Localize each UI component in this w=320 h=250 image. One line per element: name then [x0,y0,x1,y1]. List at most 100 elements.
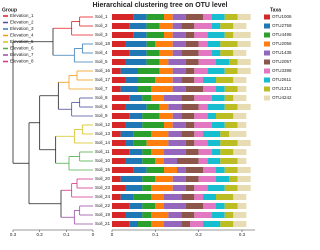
bar-segment [164,167,177,173]
bar-segment [159,68,173,74]
bar-segment [185,149,199,155]
bar-segment [181,131,195,137]
bar-segment [181,221,190,227]
bar-segment [198,149,212,155]
bar-segment [194,23,212,29]
bar-segment [138,77,156,83]
bar-segment [220,158,238,164]
bar-segment [112,23,130,29]
bar-segment [181,104,199,110]
taxa-legend-title: Taxa [270,7,281,13]
bar-segment [112,14,134,20]
bar-segment [216,113,234,119]
bar-segment [181,23,195,29]
bar-segment [112,77,125,83]
bar-segment [185,140,195,146]
bar-segment [146,50,160,56]
bar-segment [229,176,238,182]
bar-segment [211,212,225,218]
taxa-legend-swatch [264,32,270,38]
x-tick-label: 0.2 [196,232,203,237]
bar-segment [172,122,186,128]
bar-segment [194,122,212,128]
bar-segment [112,167,134,173]
sample-label: Soil_12 [95,122,111,127]
bar-segment [159,59,169,65]
bar-segment [220,149,234,155]
bar-segment [159,23,173,29]
sample-label: Soil_23 [95,185,111,190]
bar-segment [112,32,134,38]
sample-label: Soil_5 [95,59,108,64]
bar-segment [211,95,225,101]
bar-segment [142,95,151,101]
bar-segment [172,32,186,38]
chart: Hierarchical clustering tree on OTU leve… [2,2,292,237]
bar-segment [164,32,173,38]
taxa-legend-label: OTU2057 [272,59,292,64]
bar-segment [203,194,216,200]
bar-segment [207,32,225,38]
bar-segment [207,140,221,146]
bar-segment [112,131,121,137]
bar-segment [168,140,186,146]
bar-segment [112,59,125,65]
sample-label: Soil_17 [95,77,111,82]
bar-segment [164,203,186,209]
bar-segment [112,122,125,128]
bar-segment [125,41,147,47]
group-legend-label: Elevation_3 [10,26,34,31]
bar-segment [185,122,195,128]
sample-label: Soil_13 [95,131,111,136]
bar-segment [198,41,208,47]
bar-segment [151,185,173,191]
sample-label: Soil_15 [95,167,111,172]
bar-segment [164,149,186,155]
bar-segment [181,77,195,83]
bar-segment [229,59,238,65]
bar-segment [138,86,151,92]
bar-segment [220,131,229,137]
bar-segment [142,149,151,155]
sample-label: Soil_9 [95,113,108,118]
bar-segment [211,149,221,155]
bar-segment [224,212,234,218]
group-legend-label: Elevation_1 [10,13,34,18]
bar-segment [220,41,238,47]
bar-segment [198,104,208,110]
bar-segment [233,113,247,119]
sample-label: Soil_20 [95,176,111,181]
bar-segment [172,176,186,182]
bar-segment [142,158,156,164]
sample-label: Soil_2 [95,23,108,28]
tree-tick-label: 0.3 [10,232,17,237]
bar-segment [207,68,225,74]
bar-segment [194,131,203,137]
bar-segment [164,194,182,200]
bar-segment [207,185,225,191]
bar-segment [190,221,203,227]
bar-segment [233,149,247,155]
bar-segment [220,23,234,29]
bar-segment [172,23,182,29]
sample-label: Soil_16 [95,68,111,73]
bar-segment [229,131,247,137]
bar-segment [112,50,130,56]
sample-label: Soil_8 [95,95,108,100]
tree-tick-label: 0.1 [63,232,70,237]
bar-segment [185,86,203,92]
bar-segment [120,194,134,200]
bar-segment [194,185,208,191]
bar-segment [185,59,199,65]
bar-segment [203,86,216,92]
bar-segment [216,203,225,209]
bar-segment [151,221,164,227]
sample-label: Soil_3 [95,32,108,37]
taxa-legend-swatch [264,50,270,56]
bar-segment [164,14,173,20]
taxa-legend-swatch [264,68,270,74]
bar-segment [133,167,147,173]
sample-label: Soil_1 [95,14,108,19]
sample-label: Soil_18 [95,41,111,46]
bar-segment [237,176,251,182]
